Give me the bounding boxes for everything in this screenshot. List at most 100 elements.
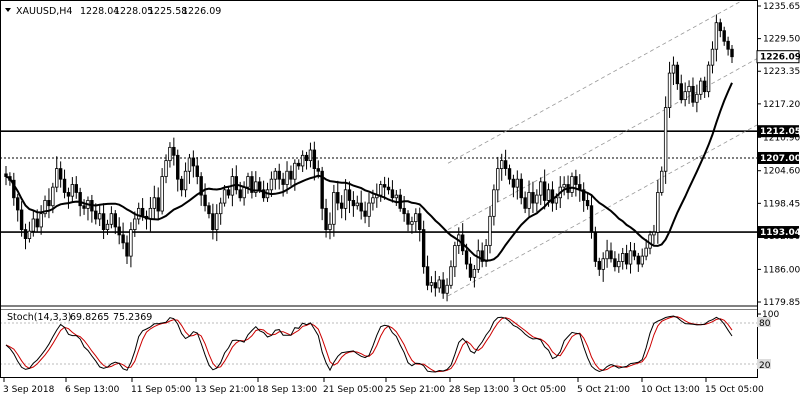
candle-body — [437, 279, 441, 289]
candle-body — [390, 189, 395, 199]
candle-body — [503, 160, 508, 169]
price-tick: 1179.85 — [763, 298, 800, 308]
candle-body — [211, 213, 215, 230]
candle-body — [671, 64, 676, 74]
price-tick: 1210.90 — [763, 133, 800, 143]
candle-body — [74, 184, 78, 193]
candle-body — [137, 207, 141, 220]
candle-body — [406, 213, 410, 225]
candle-body — [172, 146, 176, 156]
candle-body — [285, 170, 289, 185]
candle-body — [433, 282, 438, 289]
resistance-upper-tag-label: 1212.05 — [760, 127, 800, 137]
candle-body — [324, 207, 328, 230]
price-tick: 1223.35 — [763, 67, 800, 77]
time-tick: 6 Sep 13:00 — [65, 385, 120, 395]
channel-upper[interactable] — [447, 0, 757, 164]
candle-body — [706, 64, 711, 93]
candle-body — [289, 170, 293, 180]
candle-body — [542, 181, 547, 201]
candle-body — [597, 261, 601, 270]
candle-body — [187, 157, 192, 172]
candle-body — [203, 194, 207, 207]
candle-body — [47, 200, 51, 207]
candle-body — [722, 30, 726, 42]
candle-body — [386, 186, 391, 191]
candle-body — [207, 205, 211, 215]
candle-body — [663, 107, 668, 172]
resistance-lower-tag-label: 1207.00 — [760, 154, 800, 164]
price-tick: 1186.00 — [763, 265, 800, 275]
candle-body — [160, 176, 164, 212]
candle-body — [574, 176, 578, 185]
candle-body — [589, 205, 594, 233]
candle-body — [43, 200, 47, 215]
candle-body — [250, 176, 254, 193]
stoch-tick-20: 20 — [759, 361, 771, 371]
candle-body — [308, 149, 313, 162]
candle-body — [550, 189, 555, 204]
time-tick: 18 Sep 13:00 — [257, 385, 317, 395]
candle-body — [343, 189, 348, 209]
candle-body — [27, 230, 32, 240]
candle-body — [570, 176, 574, 193]
candle-body — [293, 162, 297, 180]
candle-body — [129, 229, 133, 257]
candle-body — [332, 192, 336, 225]
candle-body — [382, 184, 387, 188]
candle-body — [97, 213, 102, 220]
time-tick: 5 Oct 21:00 — [577, 385, 630, 395]
stoch-label: Stoch(14,3,3) — [7, 312, 71, 323]
candle-body — [546, 189, 551, 201]
price-levels — [0, 130, 757, 233]
candle-body — [281, 178, 285, 185]
candle-body — [617, 261, 621, 268]
candle-body — [379, 184, 383, 196]
candle-body — [527, 192, 531, 209]
time-axis[interactable]: 3 Sep 2018 6 Sep 13:00 11 Sep 05:00 13 Sep … — [3, 378, 764, 395]
candle-body — [16, 197, 20, 211]
candle-body — [51, 186, 55, 207]
stoch-axis: 100 80 20 — [757, 310, 779, 371]
candle-body — [78, 192, 82, 207]
candle-body — [628, 250, 633, 265]
candle-body — [82, 205, 86, 209]
time-tick: 3 Oct 05:00 — [513, 385, 566, 395]
level-tags: 1212.05 1207.00 1193.04 1226.09 — [756, 50, 800, 239]
candle-body — [176, 154, 180, 180]
support-tag-label: 1193.04 — [760, 228, 800, 238]
candle-body — [593, 231, 598, 262]
candle-body — [714, 22, 719, 50]
candle-body — [449, 266, 453, 286]
candle-body — [418, 213, 422, 230]
candle-body — [156, 197, 160, 212]
candle-body — [269, 178, 274, 191]
candle-body — [718, 22, 722, 32]
price-axis[interactable]: 1235.65 1229.50 1223.35 1217.20 1210.90 1204.… — [757, 2, 800, 308]
ohlc-open: 1228.04 — [80, 6, 119, 17]
stoch-tick-80: 80 — [759, 319, 771, 329]
candle-body — [195, 165, 199, 177]
candle-body — [297, 162, 301, 167]
candle-body — [609, 250, 613, 260]
candle-body — [652, 231, 656, 236]
candle-body — [511, 178, 516, 188]
candle-body — [191, 157, 196, 167]
candle-body — [316, 168, 320, 172]
candle-body — [531, 192, 535, 204]
candle-body — [496, 168, 500, 191]
candles — [4, 14, 734, 302]
candle-body — [414, 213, 418, 223]
candle-body — [363, 210, 367, 217]
candle-body — [222, 189, 227, 204]
candle-body — [394, 194, 399, 199]
stoch-signal-value: 75.2369 — [113, 312, 152, 323]
candle-body — [468, 263, 473, 278]
candle-body — [117, 226, 121, 236]
candle-body — [238, 189, 242, 199]
candle-body — [23, 229, 28, 240]
time-tick: 11 Sep 05:00 — [131, 385, 191, 395]
candle-body — [695, 93, 699, 103]
candle-body — [226, 189, 231, 196]
